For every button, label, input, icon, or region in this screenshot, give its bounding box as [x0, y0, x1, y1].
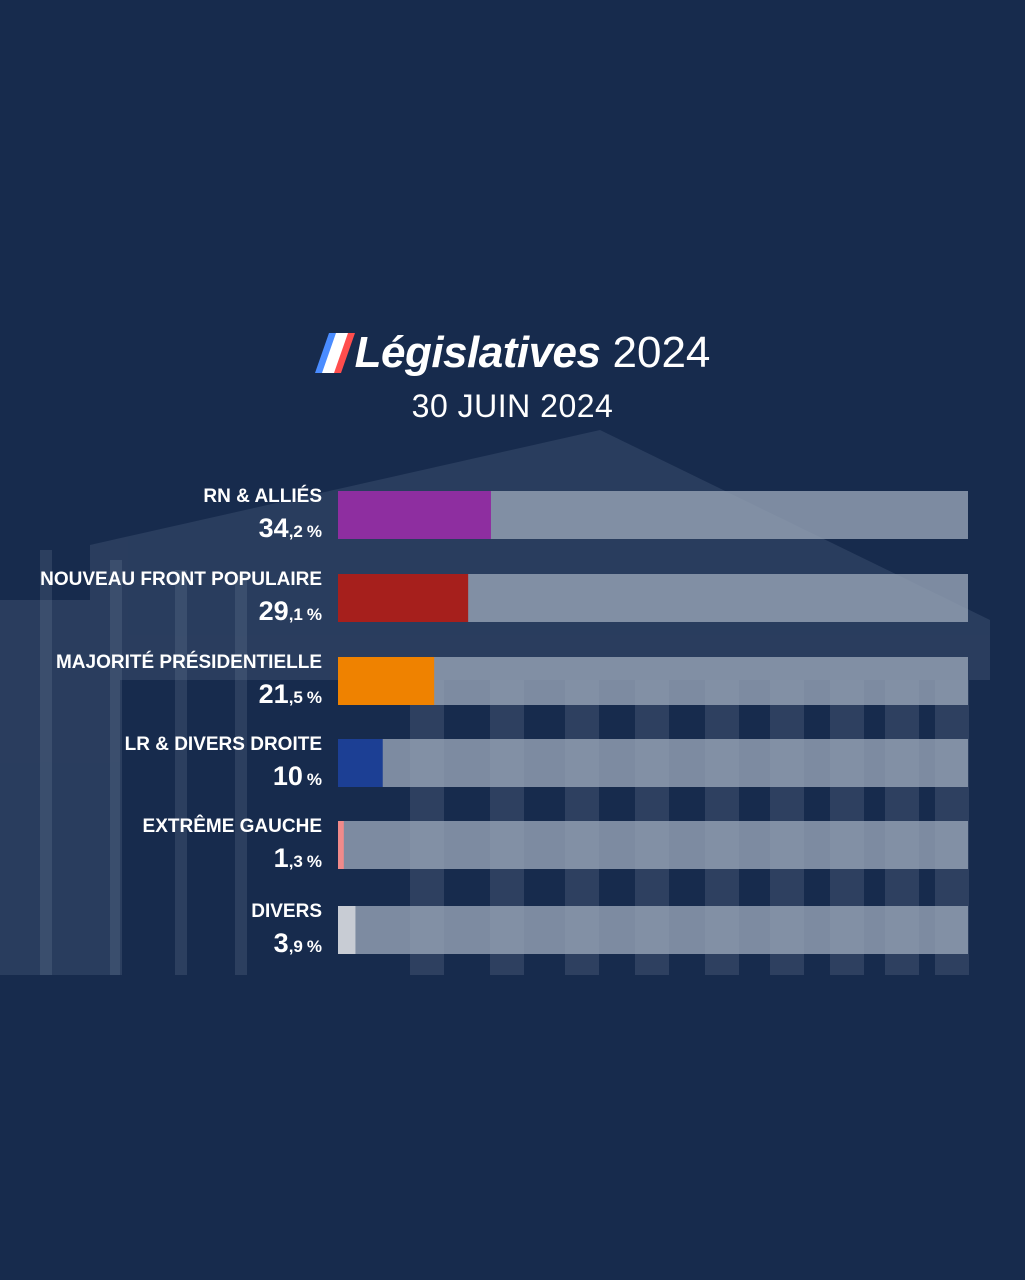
- value-unit: %: [307, 770, 322, 789]
- value-unit: %: [307, 522, 322, 541]
- category-label: EXTRÊME GAUCHE: [143, 815, 322, 837]
- value-unit: %: [307, 937, 322, 956]
- bar-value: [338, 739, 383, 787]
- bar-value: [338, 657, 435, 705]
- value-decimal: ,3: [289, 852, 303, 871]
- value-unit: %: [307, 852, 322, 871]
- category-label: LR & DIVERS DROITE: [125, 734, 322, 755]
- value-unit: %: [307, 605, 322, 624]
- value-integer: 34: [259, 513, 289, 543]
- bar-value: [338, 491, 491, 539]
- bar-value: [338, 906, 356, 954]
- title-row: Législatives 2024: [0, 322, 1025, 384]
- value-integer: 1: [274, 843, 289, 873]
- flagpole-shape: [235, 575, 247, 975]
- value-integer: 3: [274, 928, 289, 958]
- value-label: 10%: [273, 761, 322, 791]
- value-decimal: ,1: [289, 605, 303, 624]
- flagpole-shape: [40, 550, 52, 975]
- title-main: Législatives: [354, 328, 601, 377]
- title-year: 2024: [612, 328, 711, 377]
- bar-value: [338, 821, 344, 869]
- value-integer: 10: [273, 761, 303, 791]
- bar-value: [338, 574, 469, 622]
- value-decimal: ,2: [289, 522, 303, 541]
- bar-track: [338, 906, 968, 954]
- value-label: 34,2%: [259, 513, 322, 543]
- value-integer: 21: [259, 679, 289, 709]
- value-label: 29,1%: [259, 596, 322, 626]
- flag-slash-icon: [314, 333, 355, 373]
- flagpole-shape: [175, 570, 187, 975]
- value-label: 21,5%: [259, 679, 322, 709]
- category-label: DIVERS: [251, 901, 322, 922]
- category-label: MAJORITÉ PRÉSIDENTIELLE: [56, 651, 322, 673]
- category-label: NOUVEAU FRONT POPULAIRE: [40, 569, 322, 590]
- value-integer: 29: [259, 596, 289, 626]
- flagpole-shape: [110, 560, 122, 975]
- bar-track: [338, 821, 968, 869]
- value-decimal: ,5: [289, 688, 303, 707]
- subtitle-date: 30 JUIN 2024: [411, 388, 614, 424]
- value-unit: %: [307, 688, 322, 707]
- category-label: RN & ALLIÉS: [203, 485, 322, 507]
- value-label: 3,9%: [274, 928, 322, 958]
- bar-track: [338, 657, 968, 705]
- value-decimal: ,9: [289, 937, 303, 956]
- left-wing-shape: [0, 600, 120, 975]
- value-label: 1,3%: [274, 843, 322, 873]
- bar-track: [338, 739, 968, 787]
